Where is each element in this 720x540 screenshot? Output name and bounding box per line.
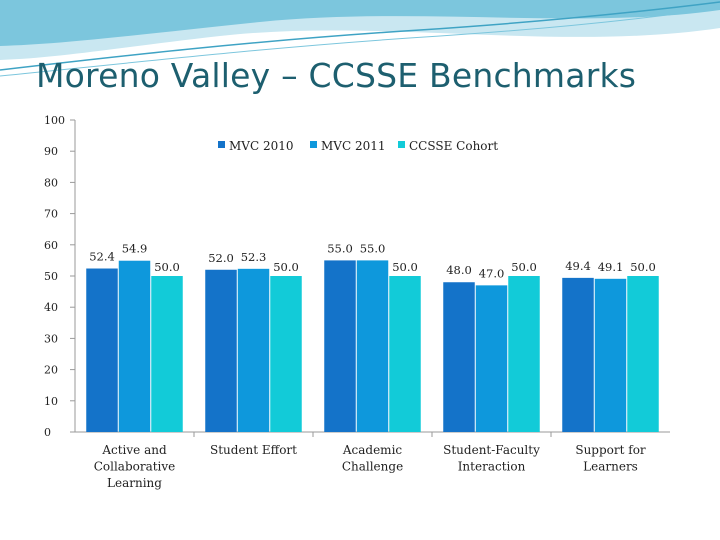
bar-mvc-2011 [475,285,508,432]
y-tick-label: 40 [44,301,58,314]
legend-label: MVC 2010 [229,139,294,153]
wave-dark-line-2 [0,7,720,77]
bar-ccsse-cohort [151,276,183,432]
data-label: 55.0 [327,241,353,255]
category-label: Academic [342,443,403,457]
data-label: 49.4 [565,259,591,273]
bar-mvc-2010 [443,282,475,432]
y-tick-label: 100 [44,114,65,127]
bar-mvc-2010 [86,268,118,432]
legend-swatch [218,141,225,148]
y-tick-label: 60 [44,239,58,252]
wave-dark-line [0,1,720,71]
bar-mvc-2011 [356,260,389,432]
legend-label: CCSSE Cohort [409,139,498,153]
wave-mid-band [0,0,720,46]
category-label: Collaborative [94,460,176,474]
category-label: Interaction [458,460,526,474]
legend-label: MVC 2011 [321,139,386,153]
bar-mvc-2011 [118,260,151,432]
data-label: 54.9 [122,242,148,256]
y-tick-label: 0 [44,426,51,439]
category-label: Challenge [342,460,403,474]
data-label: 48.0 [446,263,472,277]
bar-mvc-2011 [594,278,627,432]
bar-ccsse-cohort [508,276,540,432]
y-tick-label: 50 [44,270,58,283]
category-label: Learning [107,476,162,490]
data-label: 52.0 [208,251,234,265]
category-label: Support for [575,443,646,457]
data-label: 50.0 [154,260,180,274]
bar-mvc-2010 [205,269,237,432]
category-label: Student Effort [210,443,297,457]
data-label: 52.4 [89,250,115,264]
y-tick-label: 70 [44,208,58,221]
bar-mvc-2010 [324,260,356,432]
header-wave-decoration [0,0,720,77]
data-label: 50.0 [630,260,656,274]
legend-swatch [310,141,317,148]
data-label: 50.0 [392,260,418,274]
y-tick-label: 20 [44,364,58,377]
y-tick-label: 80 [44,176,58,189]
slide-title: Moreno Valley – CCSSE Benchmarks [36,56,637,95]
bar-ccsse-cohort [389,276,421,432]
bar-ccsse-cohort [627,276,659,432]
y-tick-label: 30 [44,332,58,345]
bar-ccsse-cohort [270,276,302,432]
data-label: 55.0 [360,241,386,255]
data-label: 47.0 [479,266,505,280]
bar-mvc-2010 [562,277,594,432]
category-label: Active and [101,443,167,457]
data-label: 50.0 [273,260,299,274]
data-label: 52.3 [241,250,267,264]
category-label: Learners [583,460,638,474]
category-label: Student-Faculty [443,443,540,457]
bar-mvc-2011 [237,268,270,432]
legend-swatch [398,141,405,148]
y-tick-label: 90 [44,145,58,158]
y-tick-label: 10 [44,395,58,408]
data-label: 50.0 [511,260,537,274]
data-label: 49.1 [598,260,624,274]
